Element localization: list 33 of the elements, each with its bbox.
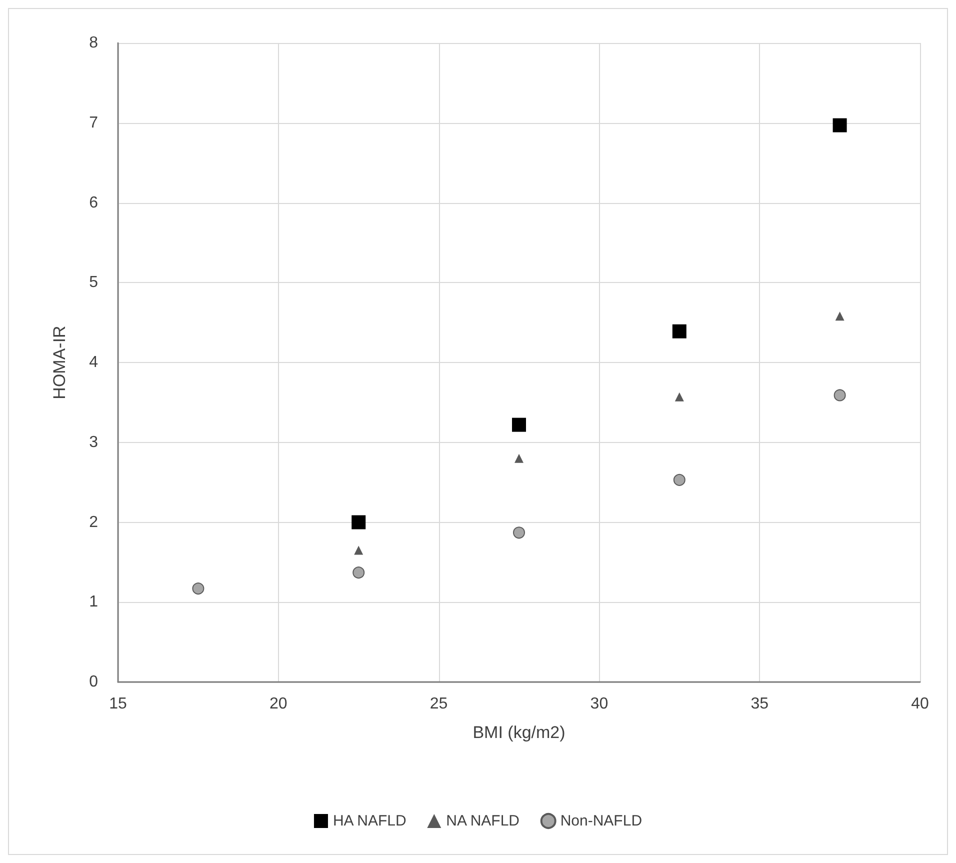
y-tick-label: 6 bbox=[89, 194, 98, 212]
point bbox=[834, 389, 846, 402]
y-tick-label: 0 bbox=[89, 674, 98, 690]
x-tick-label: 20 bbox=[270, 696, 288, 712]
x-tick-label: 40 bbox=[911, 696, 929, 712]
point bbox=[835, 312, 844, 321]
point bbox=[514, 454, 524, 463]
y-tick-label: 2 bbox=[89, 514, 98, 531]
x-tick-label: 30 bbox=[590, 696, 608, 712]
legend-label: HA NAFLD bbox=[332, 812, 406, 830]
y-tick-label: 7 bbox=[89, 114, 98, 132]
point bbox=[352, 566, 365, 579]
y-tick-label: 1 bbox=[89, 594, 98, 611]
x-tick-label: 35 bbox=[750, 696, 769, 712]
y-axis-title: HOMA-IR bbox=[50, 326, 69, 400]
point bbox=[352, 515, 366, 530]
point bbox=[673, 474, 686, 486]
point bbox=[672, 324, 686, 338]
point bbox=[832, 118, 847, 132]
legend-label: Non-NAFLD bbox=[560, 812, 642, 830]
y-tick-label: 8 bbox=[89, 34, 98, 52]
x-axis-title: BMI (kg/m2) bbox=[472, 723, 566, 742]
y-tick-label: 4 bbox=[89, 354, 98, 371]
point bbox=[192, 582, 204, 595]
legend-label: NA NAFLD bbox=[446, 812, 520, 830]
x-tick-label: 15 bbox=[109, 696, 127, 712]
point bbox=[674, 392, 684, 402]
point bbox=[512, 418, 526, 432]
x-tick-label: 25 bbox=[430, 696, 448, 712]
y-tick-label: 5 bbox=[89, 274, 98, 292]
point bbox=[513, 526, 525, 539]
point bbox=[354, 546, 364, 555]
y-tick-label: 3 bbox=[89, 434, 98, 451]
